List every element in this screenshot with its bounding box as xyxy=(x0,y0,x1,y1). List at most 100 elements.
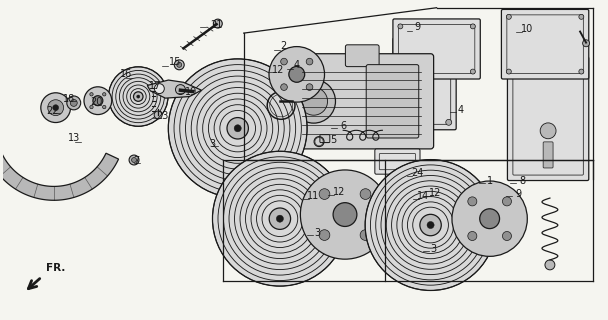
FancyBboxPatch shape xyxy=(393,19,480,79)
Text: 7: 7 xyxy=(133,156,140,166)
Circle shape xyxy=(48,100,64,116)
Circle shape xyxy=(306,58,313,65)
Text: 22: 22 xyxy=(46,106,59,116)
Circle shape xyxy=(300,87,328,115)
Circle shape xyxy=(227,117,249,139)
Text: FR.: FR. xyxy=(46,263,65,273)
Circle shape xyxy=(365,160,496,291)
Circle shape xyxy=(398,119,403,125)
Text: 12: 12 xyxy=(429,188,441,198)
Circle shape xyxy=(480,209,500,228)
Circle shape xyxy=(275,96,285,106)
Text: 9: 9 xyxy=(414,22,420,32)
Text: 4: 4 xyxy=(458,105,464,115)
Circle shape xyxy=(103,92,106,96)
Circle shape xyxy=(540,123,556,139)
FancyBboxPatch shape xyxy=(375,149,420,174)
Circle shape xyxy=(398,43,403,48)
Text: 20: 20 xyxy=(90,97,102,107)
Circle shape xyxy=(84,87,112,115)
Circle shape xyxy=(154,111,162,119)
Text: 5: 5 xyxy=(330,135,336,145)
Text: 21: 21 xyxy=(210,20,223,30)
Circle shape xyxy=(103,105,106,109)
Circle shape xyxy=(446,119,452,125)
Circle shape xyxy=(360,189,371,199)
Circle shape xyxy=(93,96,103,106)
Circle shape xyxy=(300,170,390,259)
Circle shape xyxy=(468,197,477,206)
Circle shape xyxy=(213,19,223,28)
Text: 11: 11 xyxy=(307,191,319,202)
Circle shape xyxy=(506,14,511,19)
Circle shape xyxy=(471,24,475,29)
Circle shape xyxy=(90,105,93,109)
Text: 16: 16 xyxy=(119,69,132,79)
FancyBboxPatch shape xyxy=(345,45,379,67)
Text: 1: 1 xyxy=(486,176,492,186)
FancyBboxPatch shape xyxy=(289,54,434,149)
FancyBboxPatch shape xyxy=(502,9,589,79)
Text: 12: 12 xyxy=(333,187,345,197)
Text: 14: 14 xyxy=(417,191,429,202)
Text: 3: 3 xyxy=(314,228,320,238)
Circle shape xyxy=(319,189,330,199)
Circle shape xyxy=(71,100,77,106)
Text: 10: 10 xyxy=(521,24,533,34)
Circle shape xyxy=(427,221,434,228)
FancyBboxPatch shape xyxy=(508,57,589,180)
Circle shape xyxy=(168,59,307,198)
Circle shape xyxy=(174,60,184,70)
Text: 8: 8 xyxy=(519,176,525,186)
Circle shape xyxy=(269,47,325,102)
Polygon shape xyxy=(0,153,119,200)
Text: 2: 2 xyxy=(280,41,286,52)
Polygon shape xyxy=(147,80,201,98)
Circle shape xyxy=(129,155,139,165)
FancyBboxPatch shape xyxy=(543,142,553,168)
Circle shape xyxy=(176,84,185,94)
Circle shape xyxy=(137,95,140,98)
Circle shape xyxy=(276,215,283,222)
Circle shape xyxy=(398,69,403,74)
Text: 23: 23 xyxy=(156,111,168,121)
Circle shape xyxy=(212,151,347,286)
Circle shape xyxy=(502,197,511,206)
Circle shape xyxy=(281,58,288,65)
Circle shape xyxy=(177,62,182,67)
Circle shape xyxy=(289,67,305,82)
Circle shape xyxy=(579,69,584,74)
Circle shape xyxy=(319,230,330,240)
FancyBboxPatch shape xyxy=(320,135,330,143)
Circle shape xyxy=(306,84,313,91)
Circle shape xyxy=(134,92,143,101)
Text: 9: 9 xyxy=(515,189,521,199)
Circle shape xyxy=(131,157,137,163)
Circle shape xyxy=(292,79,336,123)
Text: 15: 15 xyxy=(169,57,181,67)
Text: 6: 6 xyxy=(340,121,346,131)
Text: 13: 13 xyxy=(67,133,80,143)
Circle shape xyxy=(506,69,511,74)
Text: 19: 19 xyxy=(185,87,197,97)
Circle shape xyxy=(398,24,403,29)
Circle shape xyxy=(108,67,168,126)
Circle shape xyxy=(468,231,477,241)
Circle shape xyxy=(579,14,584,19)
Text: 24: 24 xyxy=(411,168,424,178)
Text: 12: 12 xyxy=(272,65,285,75)
Circle shape xyxy=(154,84,164,93)
Circle shape xyxy=(67,96,81,110)
Text: 3: 3 xyxy=(209,139,215,148)
Circle shape xyxy=(471,69,475,74)
Circle shape xyxy=(333,203,357,227)
Circle shape xyxy=(452,181,527,256)
Circle shape xyxy=(545,260,555,270)
Circle shape xyxy=(41,93,71,123)
Text: 17: 17 xyxy=(149,81,161,91)
Circle shape xyxy=(582,40,590,47)
Circle shape xyxy=(234,125,241,132)
Text: 18: 18 xyxy=(63,94,75,104)
Circle shape xyxy=(446,43,452,48)
FancyBboxPatch shape xyxy=(393,38,456,130)
